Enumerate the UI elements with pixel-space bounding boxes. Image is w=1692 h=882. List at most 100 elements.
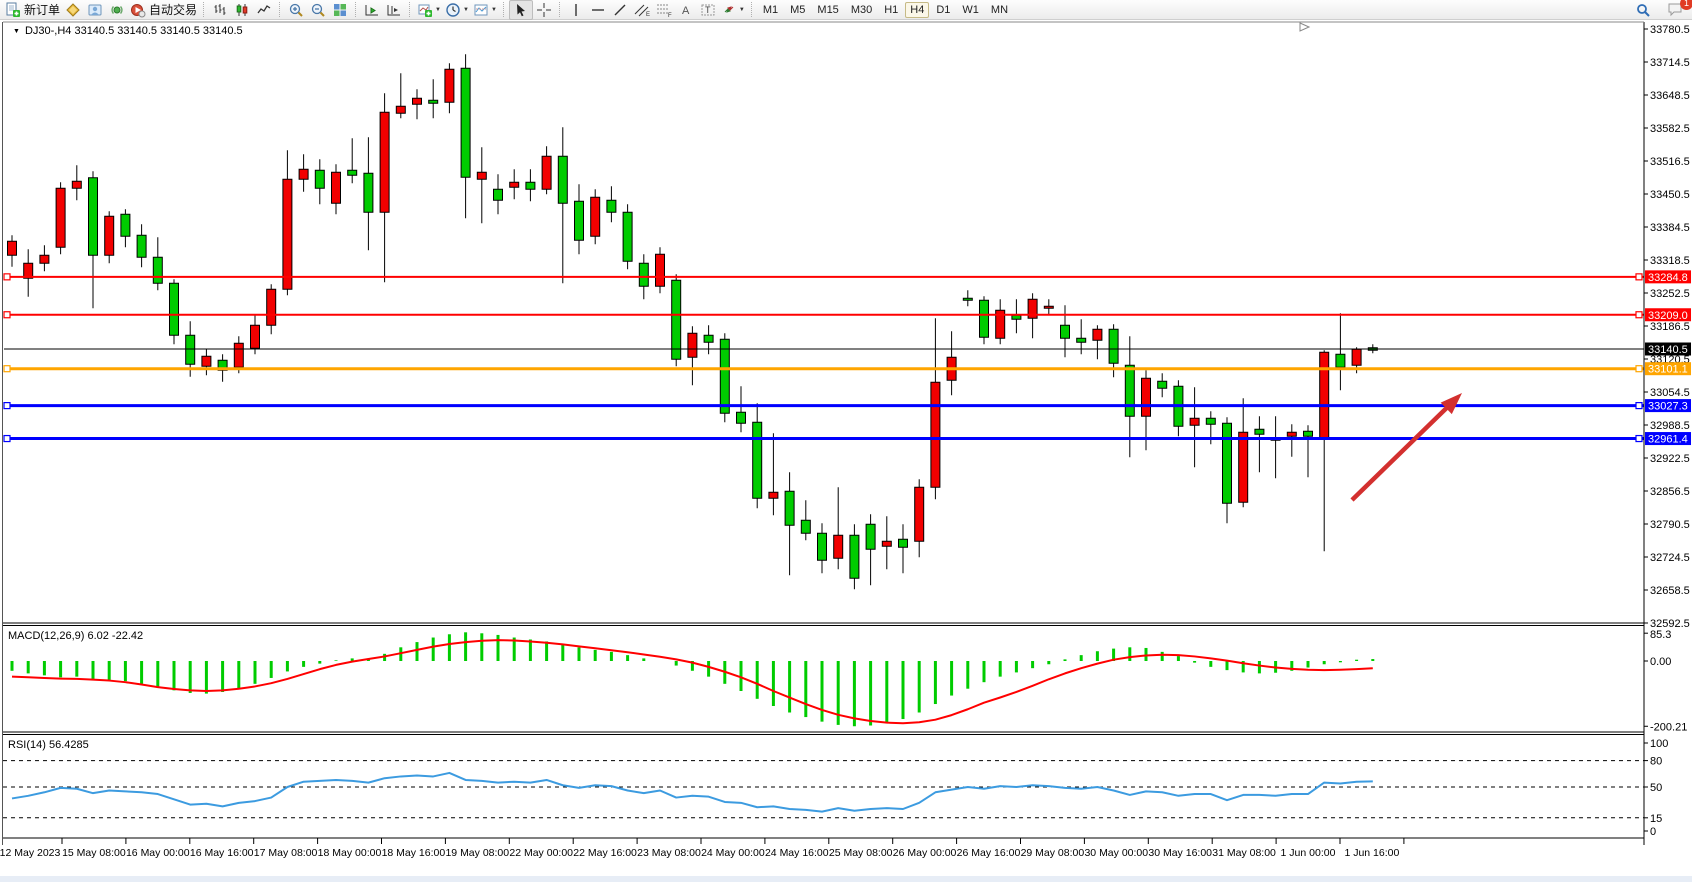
- line-anchor-handle[interactable]: [1635, 311, 1643, 319]
- candle-up: [995, 309, 1006, 339]
- periods-button[interactable]: ▼: [443, 1, 471, 19]
- channel-tool-button[interactable]: E: [631, 1, 653, 19]
- price-tick-label: 33384.5: [1650, 222, 1690, 234]
- candle-down: [638, 262, 649, 287]
- chart-shift-marker[interactable]: [1299, 22, 1311, 32]
- price-tick-label: 32790.5: [1650, 519, 1690, 531]
- time-label: 25 May 08:00: [829, 847, 893, 859]
- time-axis[interactable]: 12 May 2023 15 May 08:00 16 May 00:00 16 Ma…: [0, 838, 1405, 859]
- line-anchor-handle[interactable]: [3, 273, 11, 281]
- price-label-box: [1645, 308, 1691, 322]
- line-anchor-handle[interactable]: [3, 311, 11, 319]
- price-label-box: [1645, 399, 1691, 413]
- line-anchor-handle[interactable]: [1635, 402, 1643, 410]
- timeframe-m15-button[interactable]: M15: [817, 3, 839, 16]
- chart-shift-button[interactable]: [383, 1, 405, 19]
- candle-down: [169, 282, 179, 336]
- line-anchor-handle[interactable]: [1635, 434, 1643, 443]
- hline-object-33209.0[interactable]: [3, 311, 1644, 319]
- candlestick-mode-button[interactable]: [231, 1, 253, 19]
- notifications-button[interactable]: 1: [1664, 0, 1692, 19]
- price-line-label-33027.3: 33027.3: [1645, 399, 1691, 413]
- price-tick-label: 32724.5: [1650, 552, 1690, 564]
- candle-down: [120, 213, 131, 237]
- candle-up: [250, 324, 260, 349]
- hline-object-33027.3[interactable]: [3, 402, 1644, 410]
- price-label-text: 33101.1: [1648, 364, 1688, 376]
- macd-panel[interactable]: MACD(12,26,9) 6.02 -22.42 85.3 0.00 -200.21: [8, 629, 1687, 733]
- autotrade-icon: [131, 3, 146, 17]
- candle-down: [849, 534, 860, 579]
- horizontal-line-tool-button[interactable]: [587, 1, 609, 19]
- chart-title[interactable]: ▼ DJ30-,H4 33140.5 33140.5 33140.5 33140…: [13, 25, 243, 37]
- candle-up: [7, 240, 17, 256]
- cursor-tool-button[interactable]: [508, 0, 533, 20]
- tile-windows-icon: [334, 3, 347, 16]
- search-icon: [1637, 3, 1650, 17]
- hline-object-32961.4[interactable]: [3, 434, 1644, 443]
- candle-up: [1141, 377, 1151, 417]
- equidistant-channel-icon: E: [634, 4, 650, 18]
- time-label: 17 May 08:00: [254, 847, 318, 859]
- time-label: 22 May 00:00: [509, 847, 573, 859]
- timeframe-w1-button[interactable]: W1: [962, 3, 979, 16]
- timeframe-h1-button[interactable]: H1: [884, 3, 899, 16]
- macd-tick-label: -200.21: [1650, 721, 1687, 733]
- indicators-button[interactable]: ▼: [415, 1, 443, 19]
- price-label-text: 33284.8: [1648, 272, 1688, 284]
- bar-chart-mode-button[interactable]: [209, 1, 231, 19]
- hline-object-33284.8[interactable]: [3, 273, 1644, 281]
- auto-scroll-button[interactable]: [361, 1, 383, 19]
- templates-button[interactable]: ▼: [471, 1, 499, 19]
- candle-down: [428, 99, 439, 104]
- hline-object-33101.1[interactable]: [3, 365, 1644, 373]
- candle-down: [1335, 353, 1346, 368]
- line-anchor-handle[interactable]: [1635, 365, 1643, 373]
- autotrade-label: 自动交易: [149, 3, 198, 17]
- zoom-in-button[interactable]: [285, 1, 307, 19]
- fibonacci-icon: F: [656, 4, 672, 18]
- time-label: 15 May 08:00: [62, 847, 126, 859]
- auto-scroll-icon: [365, 4, 379, 15]
- timeframe-m1-button[interactable]: M1: [762, 3, 779, 16]
- autotrade-button[interactable]: 自动交易: [128, 1, 199, 19]
- timeframe-m30-button[interactable]: M30: [850, 3, 873, 16]
- candle-up: [1351, 348, 1362, 366]
- zoom-out-button[interactable]: [307, 1, 329, 19]
- vertical-line-tool-button[interactable]: [565, 1, 587, 19]
- arrows-icon: [724, 5, 734, 13]
- chart-canvas[interactable]: 33780.5 33714.5 33648.5 33582.5 33516.5 33450…: [0, 20, 1692, 862]
- price-tick-label: 32658.5: [1650, 585, 1690, 597]
- price-axis[interactable]: 33780.5 33714.5 33648.5 33582.5 33516.5 33450…: [1643, 22, 1691, 845]
- line-anchor-handle[interactable]: [3, 434, 11, 443]
- price-tick-label: 33648.5: [1650, 90, 1690, 102]
- timeframe-m5-button[interactable]: M5: [790, 3, 806, 16]
- tile-windows-button[interactable]: [329, 1, 351, 19]
- new-order-button[interactable]: 新订单: [3, 1, 62, 19]
- arrow-annotation[interactable]: [1350, 393, 1462, 502]
- crosshair-tool-button[interactable]: [533, 1, 555, 19]
- market-watch-button[interactable]: [106, 1, 128, 19]
- rsi-panel[interactable]: RSI(14) 56.4285 100 80 50 150: [3, 738, 1668, 838]
- new-chart-button[interactable]: [62, 1, 84, 19]
- timeframe-h4-button[interactable]: H4: [905, 1, 930, 18]
- text-label-tool-button[interactable]: T: [697, 1, 719, 19]
- profiles-button[interactable]: [84, 1, 106, 19]
- line-anchor-handle[interactable]: [3, 365, 11, 373]
- line-anchor-handle[interactable]: [3, 402, 11, 410]
- text-tool-button[interactable]: A: [675, 1, 697, 19]
- line-anchor-handle[interactable]: [1635, 273, 1643, 281]
- timeframe-d1-button[interactable]: D1: [936, 3, 951, 16]
- timeframe-mn-button[interactable]: MN: [990, 3, 1009, 16]
- chart-background: [0, 20, 1692, 862]
- arrow-head: [1440, 393, 1462, 415]
- horizontal-line-icon: [591, 8, 604, 11]
- search-button[interactable]: [1632, 1, 1654, 19]
- cursor-icon: [516, 3, 525, 16]
- fibonacci-tool-button[interactable]: F: [653, 1, 675, 19]
- arrows-tool-button[interactable]: ▼: [719, 1, 747, 19]
- chart-window[interactable]: 33780.5 33714.5 33648.5 33582.5 33516.5 33450…: [0, 20, 1692, 882]
- line-chart-mode-button[interactable]: [253, 1, 275, 19]
- trendline-tool-button[interactable]: [609, 1, 631, 19]
- price-tick-label: 33714.5: [1650, 57, 1690, 69]
